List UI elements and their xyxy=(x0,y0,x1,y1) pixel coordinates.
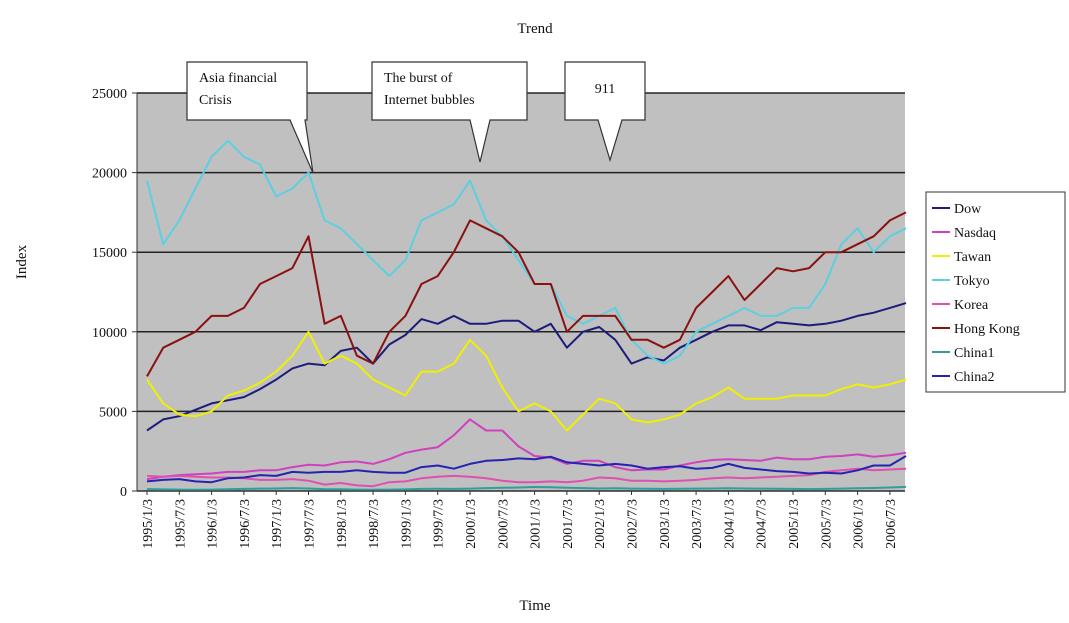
series-line xyxy=(146,302,907,432)
callout xyxy=(564,61,646,163)
legend-label: China1 xyxy=(954,346,994,361)
series-line xyxy=(146,139,907,365)
callout xyxy=(186,61,314,174)
series-line xyxy=(146,418,907,481)
x-tick-label: 2004/1/3 xyxy=(722,499,737,549)
x-tick-label: 2005/1/3 xyxy=(787,499,802,549)
x-tick-label: 1997/7/3 xyxy=(303,499,318,549)
x-tick-label: 2002/1/3 xyxy=(593,499,608,549)
x-tick-label: 1998/7/3 xyxy=(367,499,382,549)
annotation-text: 911 xyxy=(595,82,615,97)
legend-label: Hong Kong xyxy=(954,322,1020,337)
legend-label: Nasdaq xyxy=(954,226,996,241)
legend-label: China2 xyxy=(954,370,994,385)
x-tick-label: 2006/1/3 xyxy=(852,499,867,549)
x-tick-label: 2003/1/3 xyxy=(658,499,673,549)
x-tick-label: 1995/7/3 xyxy=(173,499,188,549)
x-tick-label: 1996/1/3 xyxy=(206,499,221,549)
annotation-text: Crisis xyxy=(199,93,232,108)
x-tick-label: 1998/1/3 xyxy=(335,499,350,549)
series-line xyxy=(146,330,907,432)
lines xyxy=(146,139,907,491)
y-tick-label: 0 xyxy=(120,485,127,500)
x-tick-label: 2001/7/3 xyxy=(561,499,576,549)
series-line xyxy=(146,467,907,488)
legend-label: Dow xyxy=(954,202,982,217)
x-tick-label: 2002/7/3 xyxy=(626,499,641,549)
x-tick-label: 1997/1/3 xyxy=(270,499,285,549)
x-tick-label: 1999/1/3 xyxy=(399,499,414,549)
callout xyxy=(371,61,528,163)
legend-label: Tawan xyxy=(954,250,991,265)
y-tick-label: 25000 xyxy=(92,87,127,102)
x-axis-label: Time xyxy=(519,598,550,614)
series-line xyxy=(146,455,907,484)
annotations: Asia financial Crisis The burst of Internet… xyxy=(186,61,646,174)
x-tick-label: 2005/7/3 xyxy=(819,499,834,549)
legend-entries: Dow Nasdaq Tawan Tokyo Korea Hong Kong China1 C… xyxy=(932,202,1020,385)
x-tick-label: 2004/7/3 xyxy=(755,499,770,549)
legend xyxy=(925,191,1066,393)
y-tick-label: 10000 xyxy=(92,326,127,341)
x-tick-label: 2000/7/3 xyxy=(496,499,511,549)
x-tick-label: 2000/1/3 xyxy=(464,499,479,549)
series-line xyxy=(146,211,907,377)
x-tick-label: 2001/1/3 xyxy=(529,499,544,549)
x-tick-label: 1995/1/3 xyxy=(141,499,156,549)
y-tick-label: 5000 xyxy=(99,405,127,420)
annotation-text: Asia financial xyxy=(199,71,277,86)
plot-area xyxy=(137,93,905,491)
annotation-text: The burst of xyxy=(384,71,453,86)
annotation-text: Internet bubbles xyxy=(384,93,475,108)
legend-label: Korea xyxy=(954,298,989,313)
y-tick-label: 15000 xyxy=(92,246,127,261)
x-tick-label: 1999/7/3 xyxy=(432,499,447,549)
x-tick-label: 2003/7/3 xyxy=(690,499,705,549)
x-tick-label: 2006/7/3 xyxy=(884,499,899,549)
y-axis-label: Index xyxy=(14,244,30,279)
axes: 0 5000 10000 15000 20000 25000 1995/1/3 1995/7/… xyxy=(92,87,905,549)
legend-label: Tokyo xyxy=(954,274,990,289)
series-line xyxy=(146,485,907,491)
y-tick-label: 20000 xyxy=(92,167,127,182)
x-tick-label: 1996/7/3 xyxy=(238,499,253,549)
chart-title: Trend xyxy=(517,21,553,37)
